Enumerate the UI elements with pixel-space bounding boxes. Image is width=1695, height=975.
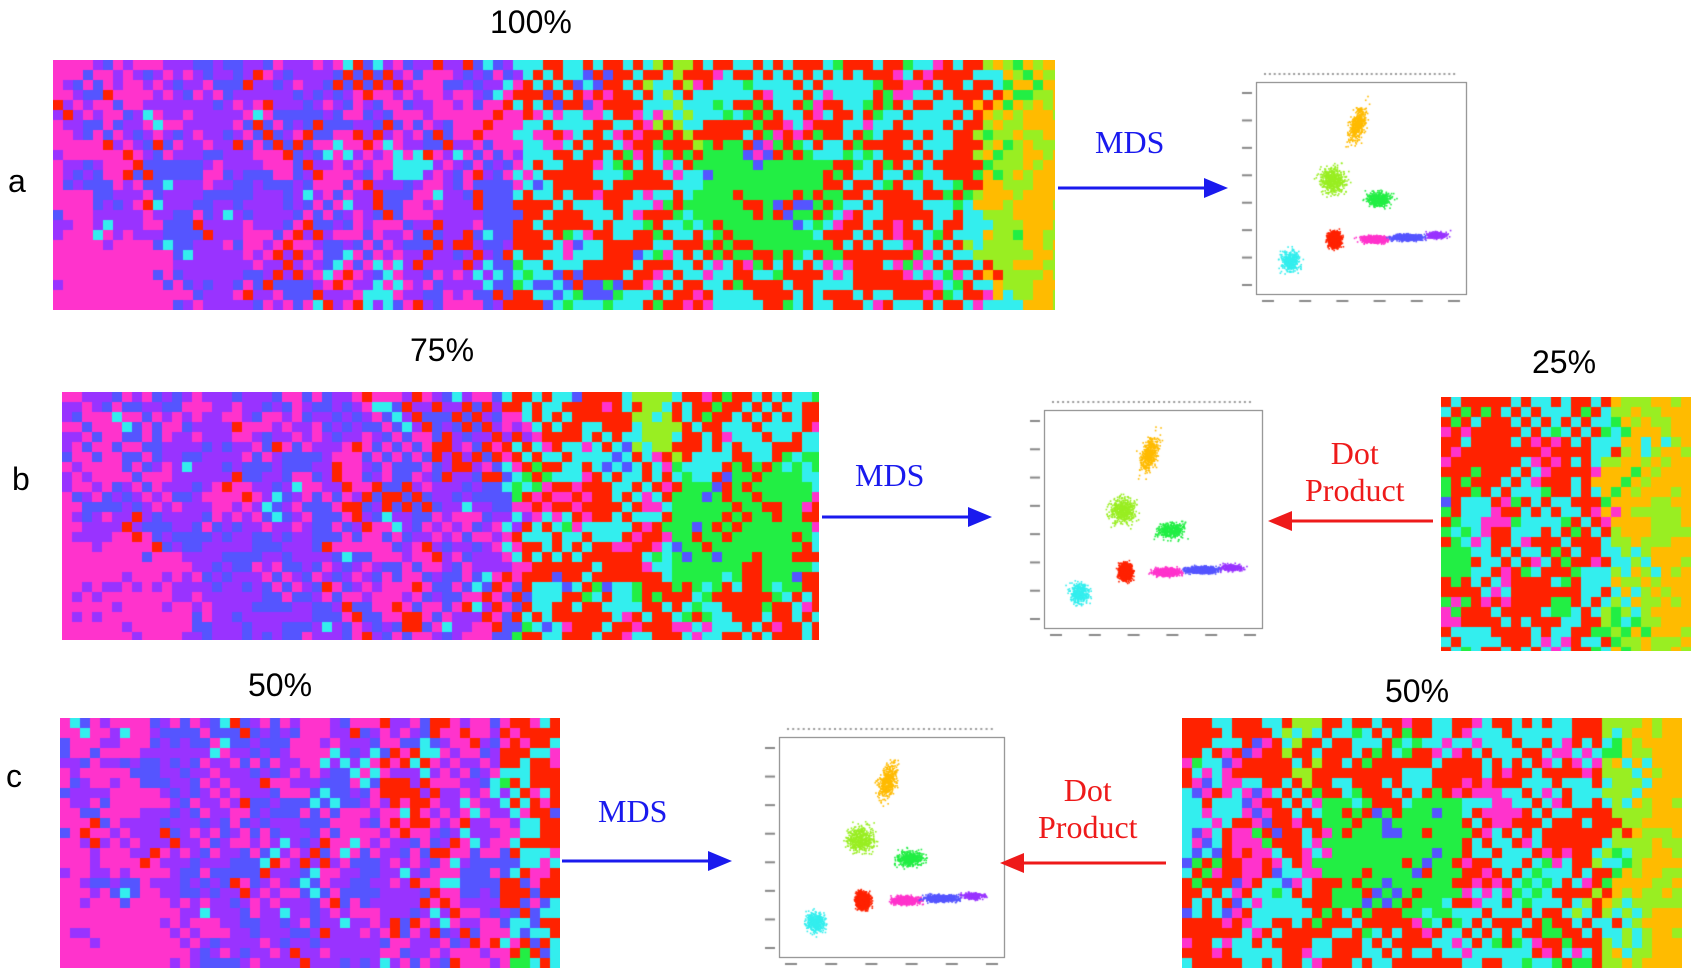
dot-product-arrow-row-c [1000, 852, 1166, 876]
cluster-map-right-50 [1182, 718, 1682, 968]
cluster-map-left-50 [60, 718, 560, 968]
percent-label-row-b-right: 25% [1532, 344, 1597, 380]
percent-label-row-a: 100% [490, 4, 572, 40]
dot-product-line2: Product [1305, 472, 1405, 508]
row-label-b: b [12, 461, 30, 497]
dot-product-arrow-row-b [1268, 510, 1433, 534]
mds-scatter-plot-row-b [1020, 396, 1268, 646]
percent-label-row-b-left: 75% [410, 332, 475, 368]
dot-product-line1: Dot [1063, 772, 1112, 808]
mds-label-row-b: MDS [855, 457, 925, 493]
cluster-map-left-75 [62, 392, 819, 640]
mds-scatter-plot-row-c [755, 723, 1010, 975]
row-label-a: a [8, 163, 26, 199]
row-label-c: c [6, 758, 22, 794]
dot-product-label-row-b: Dot Product [1305, 435, 1405, 509]
mds-arrow-row-a [1058, 177, 1228, 201]
percent-label-row-c-right: 50% [1385, 673, 1450, 709]
mds-arrow-row-b [822, 506, 992, 530]
cluster-map-right-25 [1441, 397, 1691, 651]
dot-product-label-row-c: Dot Product [1038, 772, 1138, 846]
mds-scatter-plot-row-a [1232, 68, 1472, 312]
dot-product-line1: Dot [1330, 435, 1379, 471]
dot-product-line2: Product [1038, 809, 1138, 845]
mds-label-row-c: MDS [598, 793, 668, 829]
mds-arrow-row-c [562, 850, 732, 874]
percent-label-row-c-left: 50% [248, 667, 313, 703]
cluster-map-full [53, 60, 1055, 310]
mds-label-row-a: MDS [1095, 124, 1165, 160]
